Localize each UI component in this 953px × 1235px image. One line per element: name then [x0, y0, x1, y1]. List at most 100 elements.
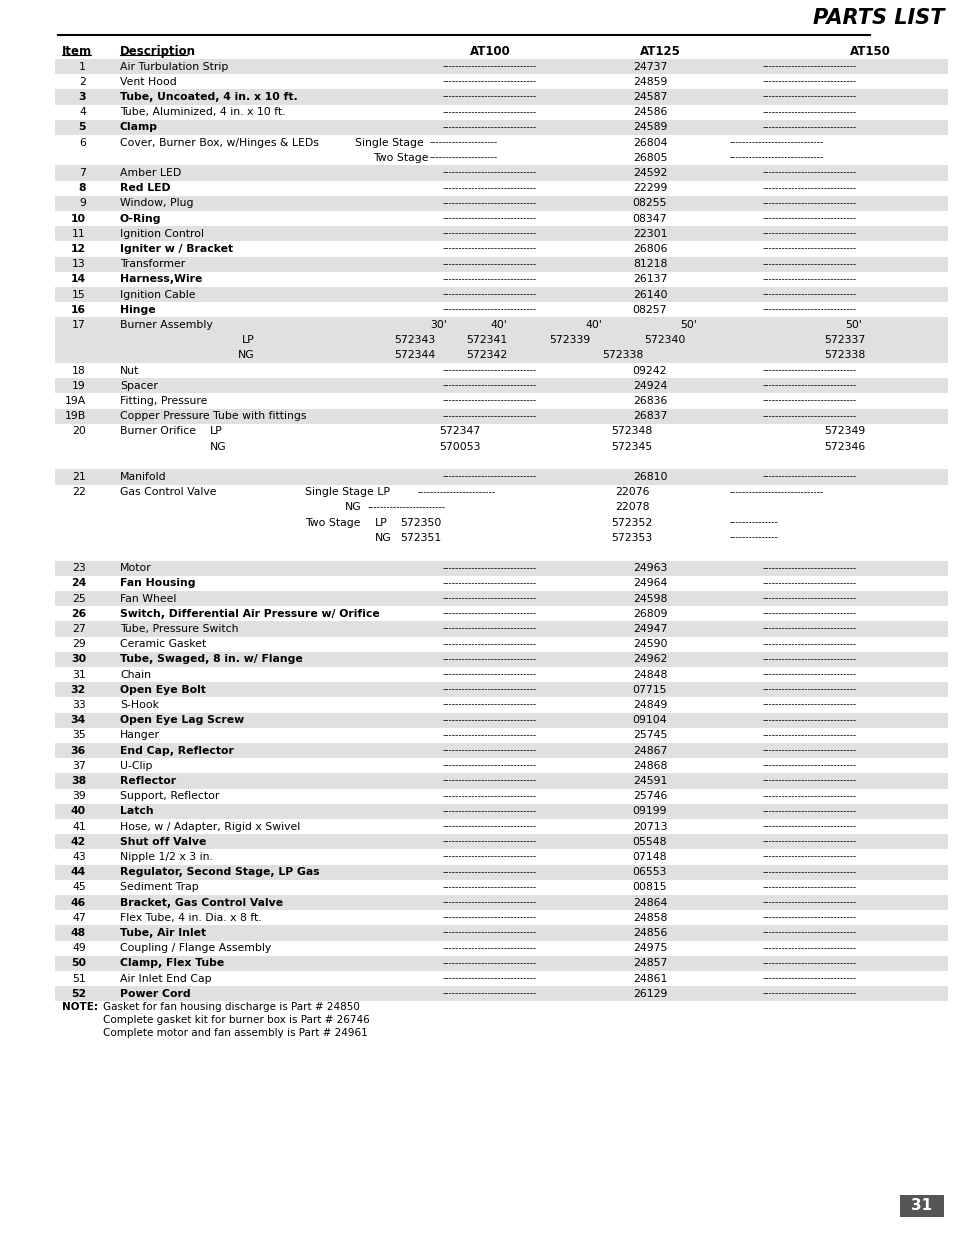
Text: -----------------------------: ----------------------------- [762, 230, 856, 238]
Text: 24867: 24867 [632, 746, 666, 756]
Text: ------------------------: ------------------------ [368, 503, 446, 511]
Bar [55, 698, 947, 713]
Text: Clamp, Flex Tube: Clamp, Flex Tube [120, 958, 224, 968]
Text: -----------------------------: ----------------------------- [762, 625, 856, 634]
Text: 47: 47 [72, 913, 86, 923]
Text: 572350: 572350 [399, 517, 441, 527]
Text: 16: 16 [71, 305, 86, 315]
Text: -----------------------------: ----------------------------- [762, 989, 856, 998]
Text: S-Hook: S-Hook [120, 700, 159, 710]
Text: 44: 44 [71, 867, 86, 877]
Text: Gasket for fan housing discharge is Part # 24850: Gasket for fan housing discharge is Part… [103, 1003, 359, 1013]
Text: -----------------------------: ----------------------------- [442, 396, 537, 405]
Text: -----------------------------: ----------------------------- [762, 958, 856, 968]
Text: Two Stage: Two Stage [305, 517, 360, 527]
Text: ---------------------: --------------------- [430, 138, 497, 147]
Text: 25: 25 [72, 594, 86, 604]
Text: 24868: 24868 [632, 761, 666, 771]
Text: -----------------------------: ----------------------------- [442, 777, 537, 785]
Bar [55, 196, 947, 211]
Text: -----------------------------: ----------------------------- [442, 214, 537, 224]
Text: 18: 18 [72, 366, 86, 375]
Text: -----------------------------: ----------------------------- [442, 594, 537, 603]
Text: 9: 9 [79, 199, 86, 209]
Bar [55, 272, 947, 287]
Text: -----------------------------: ----------------------------- [442, 731, 537, 740]
Text: 1: 1 [79, 62, 86, 72]
Text: 25746: 25746 [632, 792, 666, 802]
Text: -----------------------------: ----------------------------- [442, 898, 537, 906]
Bar [55, 135, 947, 151]
Text: -----------------------------: ----------------------------- [442, 974, 537, 983]
Bar [55, 409, 947, 424]
Text: 09199: 09199 [632, 806, 666, 816]
Bar [55, 910, 947, 925]
Text: 3: 3 [78, 91, 86, 103]
Text: LP: LP [242, 335, 254, 346]
Text: NG: NG [238, 351, 254, 361]
Text: 572338: 572338 [823, 351, 864, 361]
Text: 572343: 572343 [394, 335, 436, 346]
Text: -----------------------------: ----------------------------- [442, 259, 537, 269]
Text: -----------------------------: ----------------------------- [762, 93, 856, 101]
Text: 24598: 24598 [632, 594, 666, 604]
Text: Tube, Uncoated, 4 in. x 10 ft.: Tube, Uncoated, 4 in. x 10 ft. [120, 91, 297, 103]
Text: -----------------------------: ----------------------------- [762, 609, 856, 619]
Text: 24: 24 [71, 578, 86, 588]
Text: 24947: 24947 [632, 624, 666, 634]
Text: Flex Tube, 4 in. Dia. x 8 ft.: Flex Tube, 4 in. Dia. x 8 ft. [120, 913, 261, 923]
Text: -----------------------------: ----------------------------- [762, 640, 856, 648]
Text: -----------------------------: ----------------------------- [442, 640, 537, 648]
Text: -----------------------------: ----------------------------- [442, 290, 537, 299]
Text: 26804: 26804 [632, 137, 666, 148]
Text: -----------------------------: ----------------------------- [762, 214, 856, 224]
Text: 50': 50' [844, 320, 861, 330]
Text: 10: 10 [71, 214, 86, 224]
Bar [55, 226, 947, 241]
Text: ---------------------: --------------------- [430, 153, 497, 162]
Text: 46: 46 [71, 898, 86, 908]
Text: ---------------: --------------- [729, 519, 778, 527]
Bar [55, 165, 947, 180]
Bar [55, 682, 947, 698]
Text: Switch, Differential Air Pressure w/ Orifice: Switch, Differential Air Pressure w/ Ori… [120, 609, 379, 619]
Text: -----------------------------: ----------------------------- [762, 974, 856, 983]
Text: -----------------------------: ----------------------------- [442, 245, 537, 253]
Text: -----------------------------: ----------------------------- [442, 883, 537, 892]
Bar [55, 925, 947, 941]
Text: Complete gasket kit for burner box is Part # 26746: Complete gasket kit for burner box is Pa… [103, 1015, 370, 1025]
Text: -----------------------------: ----------------------------- [762, 914, 856, 923]
Text: Tube, Air Inlet: Tube, Air Inlet [120, 927, 206, 939]
Text: 12: 12 [71, 245, 86, 254]
Text: 26809: 26809 [632, 609, 666, 619]
Text: 24848: 24848 [632, 669, 666, 679]
Bar [55, 257, 947, 272]
Text: 24964: 24964 [632, 578, 666, 588]
Text: 35: 35 [72, 730, 86, 741]
Text: Sediment Trap: Sediment Trap [120, 882, 198, 893]
Text: -----------------------------: ----------------------------- [442, 929, 537, 937]
Bar [55, 59, 947, 74]
Text: 33: 33 [72, 700, 86, 710]
Text: 26837: 26837 [632, 411, 666, 421]
Text: Burner Assembly: Burner Assembly [120, 320, 213, 330]
Bar [55, 636, 947, 652]
Text: Copper Pressure Tube with fittings: Copper Pressure Tube with fittings [120, 411, 306, 421]
Text: -----------------------------: ----------------------------- [762, 594, 856, 603]
Text: Chain: Chain [120, 669, 151, 679]
Bar [55, 287, 947, 303]
Bar [55, 561, 947, 576]
Text: AT150: AT150 [849, 44, 889, 58]
Text: -----------------------------: ----------------------------- [762, 806, 856, 816]
Text: -----------------------------: ----------------------------- [762, 685, 856, 694]
Text: 26137: 26137 [632, 274, 666, 284]
Text: -----------------------------: ----------------------------- [442, 124, 537, 132]
Text: -----------------------------: ----------------------------- [442, 184, 537, 193]
Text: 42: 42 [71, 837, 86, 847]
Text: 22301: 22301 [632, 228, 666, 238]
Text: 26805: 26805 [632, 153, 666, 163]
Text: 7: 7 [79, 168, 86, 178]
Text: Air Turbulation Strip: Air Turbulation Strip [120, 62, 228, 72]
Text: Air Inlet End Cap: Air Inlet End Cap [120, 973, 212, 983]
Text: Fitting, Pressure: Fitting, Pressure [120, 396, 207, 406]
